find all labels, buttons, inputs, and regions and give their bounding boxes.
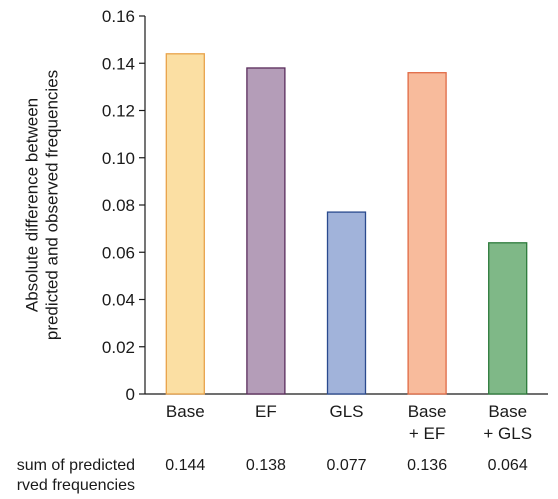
y-axis-label-line: Absolute difference between [22, 98, 41, 312]
x-tick-label: Base [166, 402, 205, 421]
bar-1 [246, 67, 286, 395]
bar-4 [488, 242, 528, 395]
y-tick-label: 0.14 [102, 54, 135, 73]
summary-value: 0.138 [246, 457, 286, 474]
summary-row-label: rved frequencies [17, 477, 135, 494]
y-tick-label: 0.12 [102, 102, 135, 121]
x-tick-labels: Base EF GLS Base + EF Base + GLS [166, 402, 532, 443]
y-tick-label: 0.08 [102, 196, 135, 215]
bars [165, 53, 528, 395]
y-axis-label: Absolute difference between predicted and… [22, 70, 61, 340]
x-tick-label: Base [488, 402, 527, 421]
x-tick-label: + EF [409, 424, 445, 443]
bar-0 [165, 53, 205, 395]
x-tick-label: GLS [329, 402, 363, 421]
y-axis: 0 0.02 0.04 0.06 0.08 0.10 0.12 0.14 0.16 [102, 7, 146, 404]
y-tick-label: 0.02 [102, 338, 135, 357]
summary-value: 0.064 [488, 457, 528, 474]
x-tick-label: Base [408, 402, 447, 421]
x-tick-label: + GLS [483, 424, 532, 443]
summary-row: sum of predicted rved frequencies 0.144 0.1… [17, 457, 528, 494]
bar-2 [326, 211, 367, 395]
y-tick-label: 0.06 [102, 243, 135, 262]
y-axis-label-line: predicted and observed frequencies [42, 70, 61, 340]
summary-row-label: sum of predicted [17, 457, 135, 474]
summary-value: 0.144 [165, 457, 205, 474]
y-tick-label: 0.04 [102, 291, 135, 310]
summary-value: 0.136 [407, 457, 447, 474]
y-tick-label: 0 [126, 385, 135, 404]
summary-value: 0.077 [326, 457, 366, 474]
y-tick-label: 0.16 [102, 7, 135, 26]
bar-3 [407, 72, 447, 395]
x-tick-label: EF [255, 402, 277, 421]
y-tick-label: 0.10 [102, 149, 135, 168]
